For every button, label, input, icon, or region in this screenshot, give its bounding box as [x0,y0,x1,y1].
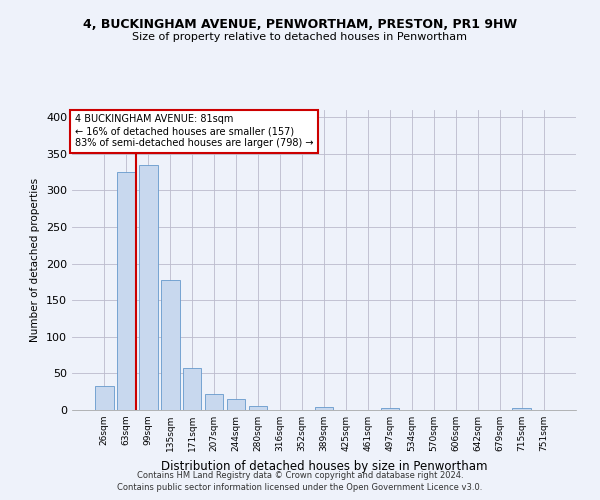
X-axis label: Distribution of detached houses by size in Penwortham: Distribution of detached houses by size … [161,460,487,472]
Y-axis label: Number of detached properties: Number of detached properties [31,178,40,342]
Bar [161,280,179,410]
Text: 4, BUCKINGHAM AVENUE, PENWORTHAM, PRESTON, PR1 9HW: 4, BUCKINGHAM AVENUE, PENWORTHAM, PRESTO… [83,18,517,30]
Bar [380,408,399,410]
Bar [205,394,223,410]
Text: Contains HM Land Registry data © Crown copyright and database right 2024.: Contains HM Land Registry data © Crown c… [137,471,463,480]
Bar [183,368,202,410]
Bar [512,408,531,410]
Text: 4 BUCKINGHAM AVENUE: 81sqm
← 16% of detached houses are smaller (157)
83% of sem: 4 BUCKINGHAM AVENUE: 81sqm ← 16% of deta… [74,114,313,148]
Bar [314,407,334,410]
Bar [95,386,113,410]
Bar [249,406,268,410]
Bar [227,399,245,410]
Bar [117,172,136,410]
Text: Size of property relative to detached houses in Penwortham: Size of property relative to detached ho… [133,32,467,42]
Bar [139,165,158,410]
Text: Contains public sector information licensed under the Open Government Licence v3: Contains public sector information licen… [118,484,482,492]
